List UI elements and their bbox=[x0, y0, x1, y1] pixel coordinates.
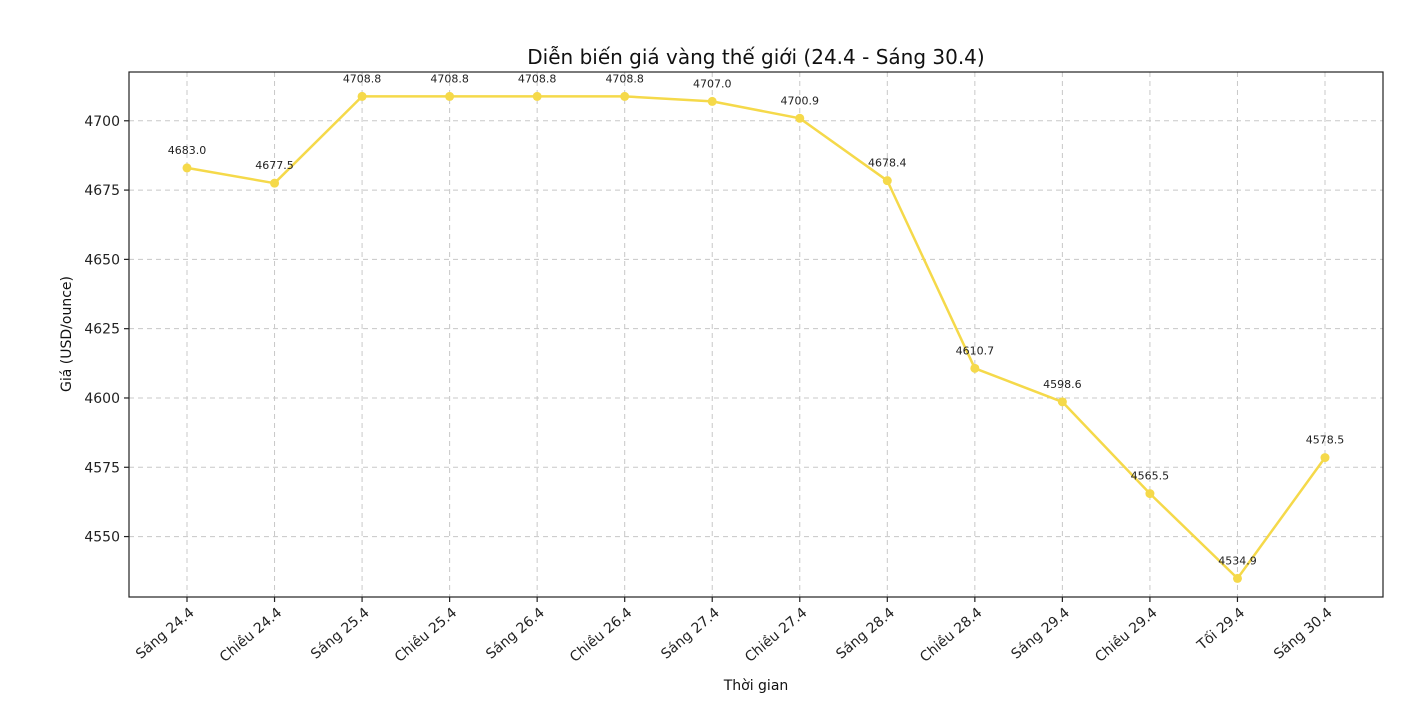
x-tick-label: Sáng 27.4 bbox=[658, 605, 723, 663]
data-label: 4708.8 bbox=[343, 72, 382, 85]
data-label: 4534.9 bbox=[1218, 554, 1257, 567]
series-layer bbox=[182, 91, 1330, 583]
data-labels: 4683.0 4677.5 4708.8 4708.8 4708.8 4708.8 4707… bbox=[168, 72, 1345, 567]
x-tick-label: Sáng 30.4 bbox=[1271, 605, 1336, 663]
y-tick-label: 4700 bbox=[84, 114, 120, 130]
y-tick-label: 4675 bbox=[84, 183, 120, 199]
x-tick-label: Tối 29.4 bbox=[1193, 604, 1248, 654]
chart-title: Diễn biến giá vàng thế giới (24.4 - Sáng… bbox=[527, 45, 984, 69]
plot-frame bbox=[128, 71, 1384, 598]
data-label: 4610.7 bbox=[956, 344, 995, 357]
data-label: 4565.5 bbox=[1131, 470, 1170, 483]
y-axis: 4550 4575 4600 4625 4650 4675 4700 bbox=[84, 114, 129, 546]
y-axis-label: Giá (USD/ounce) bbox=[59, 276, 75, 392]
x-tick-label: Chiều 27.4 bbox=[741, 604, 810, 666]
data-point bbox=[620, 91, 630, 101]
data-label: 4677.5 bbox=[255, 159, 294, 172]
data-label: 4683.0 bbox=[168, 144, 207, 157]
x-tick-label: Chiều 25.4 bbox=[391, 604, 460, 666]
data-point bbox=[707, 96, 717, 106]
x-tick-label: Chiều 28.4 bbox=[917, 604, 986, 666]
x-axis: Sáng 24.4 Chiều 24.4 Sáng 25.4 Chiều 25.4 Sá… bbox=[133, 597, 1336, 666]
x-tick-label: Chiều 24.4 bbox=[216, 604, 285, 666]
y-tick-label: 4600 bbox=[84, 391, 120, 407]
data-label: 4598.6 bbox=[1043, 378, 1082, 391]
x-tick-label: Chiều 26.4 bbox=[566, 604, 635, 666]
x-tick-label: Chiều 29.4 bbox=[1092, 604, 1161, 666]
y-tick-label: 4650 bbox=[84, 252, 120, 268]
data-label: 4708.8 bbox=[605, 72, 644, 85]
y-tick-label: 4550 bbox=[84, 530, 120, 546]
price-series-line bbox=[186, 95, 1327, 580]
data-point bbox=[445, 91, 455, 101]
x-tick-label: Sáng 25.4 bbox=[308, 605, 373, 663]
x-tick-label: Sáng 26.4 bbox=[483, 605, 548, 663]
x-tick-label: Sáng 29.4 bbox=[1008, 605, 1073, 663]
data-point bbox=[1145, 489, 1155, 499]
x-tick-label: Sáng 24.4 bbox=[133, 605, 198, 663]
data-point bbox=[357, 91, 367, 101]
x-axis-label: Thời gian bbox=[723, 678, 789, 694]
data-label: 4700.9 bbox=[781, 94, 820, 107]
data-label: 4707.0 bbox=[693, 77, 732, 90]
data-point bbox=[882, 176, 892, 186]
data-point bbox=[182, 163, 192, 173]
y-tick-label: 4575 bbox=[84, 460, 120, 476]
data-point bbox=[1232, 573, 1242, 583]
grid-layer bbox=[129, 72, 1383, 597]
data-label: 4678.4 bbox=[868, 157, 907, 170]
data-point bbox=[970, 363, 980, 373]
data-label: 4708.8 bbox=[430, 72, 469, 85]
data-label: 4708.8 bbox=[518, 72, 557, 85]
x-tick-label: Sáng 28.4 bbox=[833, 605, 898, 663]
y-tick-label: 4625 bbox=[84, 322, 120, 338]
data-point bbox=[795, 113, 805, 123]
data-label: 4578.5 bbox=[1306, 434, 1345, 447]
data-point bbox=[1057, 397, 1067, 407]
data-point bbox=[270, 178, 280, 188]
data-point bbox=[1320, 453, 1330, 463]
data-point bbox=[532, 91, 542, 101]
